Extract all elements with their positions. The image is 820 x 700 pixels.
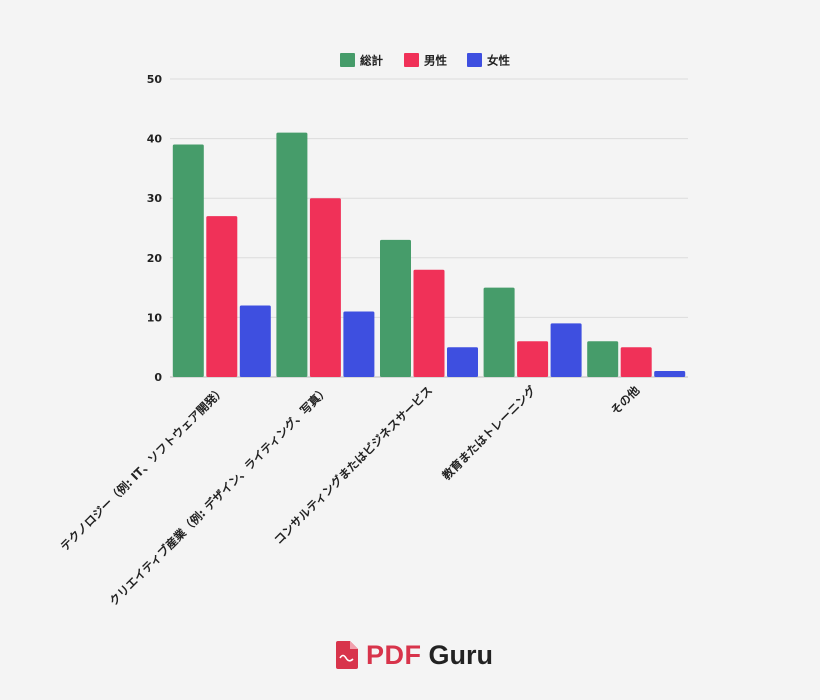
bar-男性-0: [206, 216, 238, 377]
y-tick-label: 10: [147, 311, 163, 324]
bar-総計-0: [172, 144, 204, 377]
bar-女性-2: [447, 347, 478, 377]
bar-女性-3: [550, 323, 582, 377]
legend-swatch-男性: [404, 53, 419, 67]
x-category-label: 教育またはトレーニング: [439, 383, 539, 483]
bar-男性-3: [517, 341, 549, 377]
bar-男性-4: [620, 347, 652, 377]
y-tick-label: 40: [147, 133, 163, 146]
x-category-label: テクノロジー（例: IT、ソフトウェア開発）: [57, 383, 227, 553]
bar-女性-1: [343, 311, 375, 377]
bar-男性-2: [413, 269, 445, 377]
bar-総計-2: [380, 239, 411, 377]
y-tick-label: 30: [147, 192, 163, 205]
legend-label-女性: 女性: [487, 54, 510, 68]
brand-name-guru: Guru: [428, 639, 494, 670]
brand-name-pdf: PDF: [366, 639, 422, 670]
brand-logo: PDF Guru: [336, 638, 493, 672]
y-tick-label: 0: [154, 371, 162, 384]
bar-女性-0: [239, 305, 271, 377]
legend-label-男性: 男性: [424, 54, 447, 68]
bar-総計-4: [587, 341, 619, 377]
bar-総計-1: [276, 132, 308, 377]
y-tick-label: 50: [147, 73, 163, 86]
bar-女性-4: [654, 371, 686, 377]
legend-label-総計: 総計: [360, 54, 383, 68]
x-category-label: その他: [608, 383, 643, 418]
x-category-label: クリエイティブ産業（例: デザイン、ライティング、写真）: [106, 383, 331, 608]
bar-男性-1: [309, 198, 341, 377]
y-tick-label: 20: [147, 252, 163, 265]
bar-総計-3: [483, 287, 515, 377]
legend-swatch-総計: [340, 53, 355, 67]
legend-swatch-女性: [467, 53, 482, 67]
pdf-file-icon: [336, 641, 358, 669]
